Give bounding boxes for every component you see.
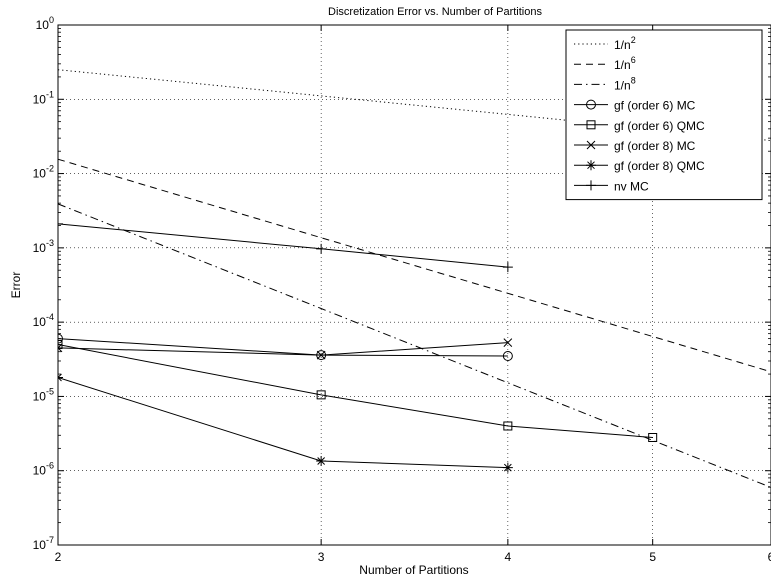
legend-label: gf (order 8) MC	[614, 139, 696, 153]
y-tick-label: 10-1	[33, 89, 54, 106]
data-point	[502, 351, 513, 362]
series-1	[58, 158, 771, 373]
legend-label: gf (order 8) QMC	[614, 159, 705, 173]
legend-box	[565, 29, 763, 201]
legend: 1/n2 1/n6 1/n8 gf (order 6) MC gf (order 6) …	[565, 29, 763, 201]
data-point	[648, 432, 658, 442]
data-point	[58, 343, 63, 353]
series-line	[58, 344, 653, 438]
data-point	[316, 456, 327, 467]
legend-item: 1/n2	[574, 35, 636, 52]
y-tick-label: 10-4	[33, 312, 54, 329]
series-6	[58, 372, 513, 473]
legend-item: nv MC	[574, 179, 649, 193]
legend-item: gf (order 6) MC	[574, 99, 696, 113]
x-tick-label: 3	[318, 550, 325, 564]
x-tick-label: 4	[505, 550, 512, 564]
legend-item: gf (order 6) QMC	[574, 119, 705, 133]
series-line	[58, 223, 508, 268]
legend-marker	[586, 120, 596, 130]
y-tick-label: 10-7	[33, 535, 54, 552]
y-tick-label: 100	[36, 15, 54, 32]
x-tick-label: 2	[55, 550, 62, 564]
y-tick-label: 10-2	[33, 164, 54, 181]
series-5	[58, 338, 513, 360]
legend-marker	[586, 180, 596, 191]
y-tick-label: 10-5	[33, 386, 54, 403]
data-point	[316, 390, 326, 400]
data-point	[503, 338, 513, 347]
data-point	[502, 262, 513, 273]
y-tick-label: 10-3	[33, 238, 54, 255]
data-point	[58, 372, 63, 383]
legend-marker	[586, 140, 596, 150]
legend-item: 1/n8	[574, 75, 636, 92]
data-point	[58, 218, 63, 229]
legend-label: gf (order 6) MC	[614, 99, 696, 113]
plot-frame	[57, 24, 771, 546]
x-axis-label: Number of Partitions	[359, 563, 468, 577]
legend-marker	[586, 99, 596, 110]
legend-label: 1/n8	[614, 75, 636, 92]
legend-item: gf (order 8) QMC	[574, 159, 705, 173]
series-7	[58, 218, 513, 273]
series-line	[58, 342, 508, 356]
legend-item: gf (order 8) MC	[574, 139, 696, 153]
data-point	[503, 421, 513, 431]
legend-label: nv MC	[614, 179, 649, 193]
series	[58, 69, 771, 488]
legend-label: 1/n6	[614, 55, 636, 72]
x-tick-label: 5	[649, 550, 656, 564]
data-point	[58, 333, 63, 344]
chart-title: Discretization Error vs. Number of Parti…	[328, 6, 542, 18]
x-tick-label: 6	[768, 550, 771, 564]
y-tick-label: 10-6	[33, 461, 54, 478]
legend-label: 1/n2	[614, 35, 636, 52]
data-point	[316, 350, 326, 360]
y-axis-label: Error	[9, 272, 23, 299]
data-point	[502, 462, 513, 473]
legend-label: gf (order 6) QMC	[614, 119, 705, 133]
data-point	[316, 243, 327, 254]
series-line	[58, 158, 771, 373]
legend-marker	[586, 160, 596, 171]
series-line	[58, 377, 508, 469]
legend-item: 1/n6	[574, 55, 636, 72]
